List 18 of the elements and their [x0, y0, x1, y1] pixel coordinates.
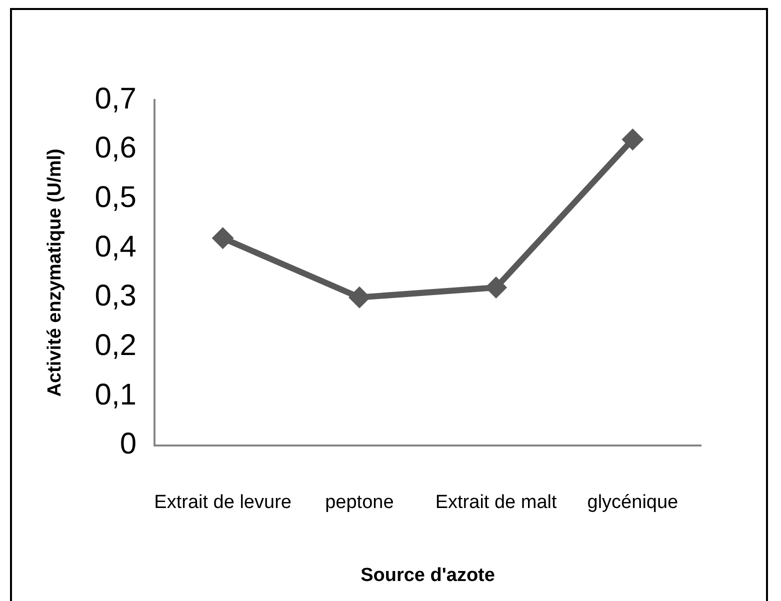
x-tick-label: Extrait de levure: [154, 492, 292, 514]
x-tick-label: glycénique: [587, 492, 678, 514]
y-axis-title: Activité enzymatique (U/ml): [44, 148, 66, 397]
y-tick-label: 0,2: [94, 328, 137, 362]
y-tick-label: 0,7: [94, 82, 137, 116]
x-tick-label: peptone: [325, 492, 394, 514]
y-tick-label: 0,3: [94, 280, 137, 313]
y-tick-label: 0,5: [94, 180, 137, 214]
y-tick-label: 0,1: [94, 378, 137, 412]
y-tick-label: 0,4: [94, 230, 137, 264]
point: [348, 286, 370, 308]
point: [622, 128, 644, 150]
x-axis-title: Source d'azote: [360, 564, 495, 586]
point: [485, 276, 508, 299]
y-tick-label: 0: [120, 428, 137, 461]
x-tick-label: Extrait de malt: [435, 492, 558, 514]
point: [212, 227, 234, 250]
y-tick-label: 0,6: [94, 132, 137, 165]
